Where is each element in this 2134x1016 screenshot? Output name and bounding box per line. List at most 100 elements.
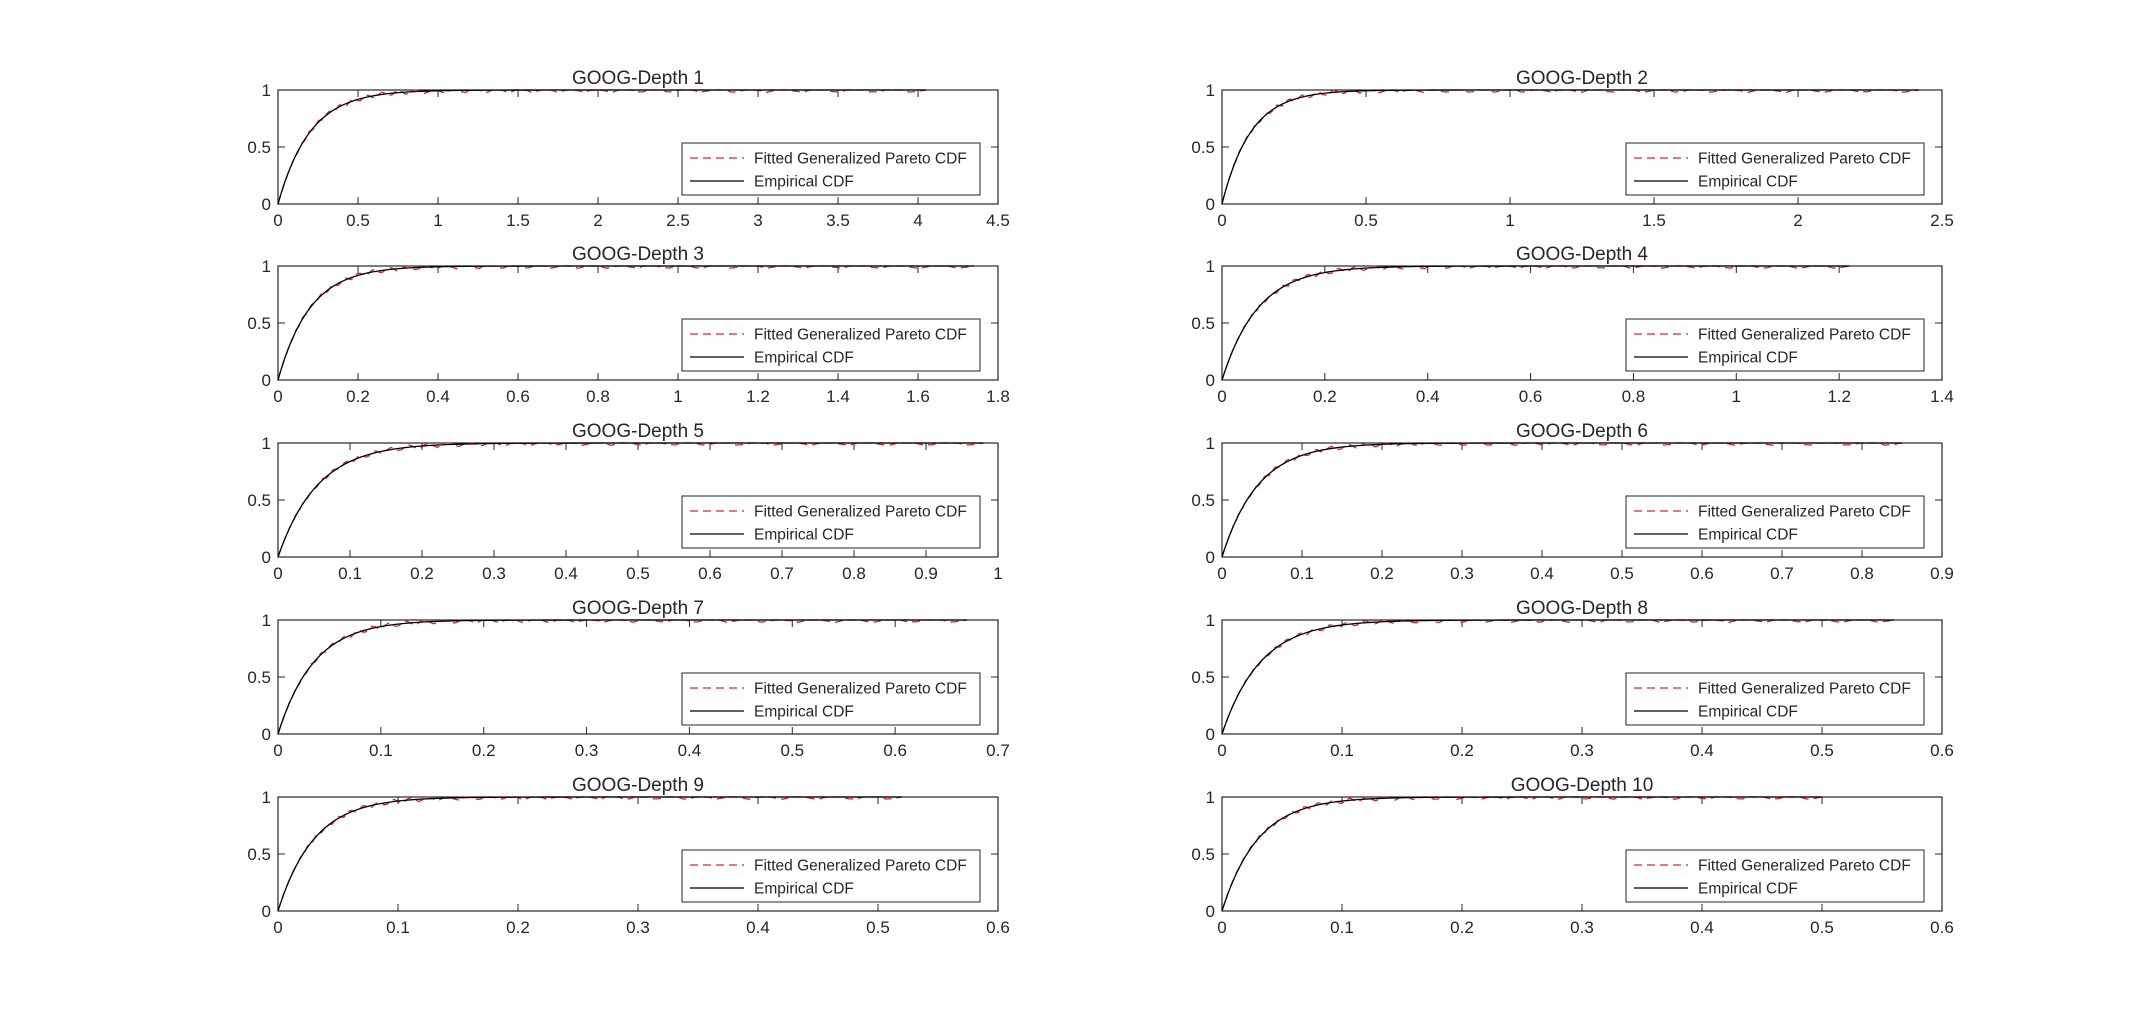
legend-label-fitted: Fitted Generalized Pareto CDF: [1698, 504, 1911, 521]
x-tick-label: 4: [913, 211, 922, 230]
x-tick-label: 0.4: [1530, 564, 1554, 583]
series-empirical-cdf: [277, 89, 926, 205]
x-tick-label: 0.6: [1690, 564, 1714, 583]
y-tick-label: 0.5: [1191, 138, 1215, 157]
subplot-depth-7: GOOG-Depth 7 0 0.1 0.2 0.3 0.4 0.5 0.6 0.7 0 0.5 1 F…: [247, 598, 1009, 760]
x-tick-label: 0.3: [1570, 918, 1594, 937]
y-tick-label: 1: [262, 81, 271, 100]
x-tick-label: 0.5: [346, 211, 370, 230]
x-tick-label: 1.2: [1827, 387, 1851, 406]
y-tick-label: 0.5: [1191, 845, 1215, 864]
x-tick-label: 0.8: [586, 387, 610, 406]
x-tick-label: 0.2: [346, 387, 370, 406]
x-tick-label: 0: [273, 564, 282, 583]
y-tick-label: 0: [262, 548, 271, 567]
y-tick-label: 0.5: [247, 491, 271, 510]
x-tick-label: 0.9: [1930, 564, 1954, 583]
legend-label-fitted: Fitted Generalized Pareto CDF: [754, 327, 967, 344]
series-empirical-cdf: [277, 619, 968, 735]
subplot-title: GOOG-Depth 7: [572, 598, 704, 619]
subplot-title: GOOG-Depth 1: [572, 68, 704, 89]
legend-label-empirical: Empirical CDF: [1698, 704, 1798, 721]
x-tick-label: 0.7: [1770, 564, 1794, 583]
x-tick-label: 1.5: [1642, 211, 1666, 230]
legend: Fitted Generalized Pareto CDF Empirical C…: [1625, 318, 1925, 372]
legend-label-empirical: Empirical CDF: [1698, 174, 1798, 191]
legend-label-empirical: Empirical CDF: [754, 350, 854, 367]
x-tick-label: 2: [593, 211, 602, 230]
y-tick-label: 1: [262, 434, 271, 453]
subplot-title: GOOG-Depth 10: [1511, 775, 1654, 796]
x-tick-label: 0.3: [1450, 564, 1474, 583]
x-tick-label: 0.5: [1810, 741, 1834, 760]
x-tick-label: 0.8: [1850, 564, 1874, 583]
legend-box: [1625, 318, 1925, 372]
x-tick-label: 4.5: [986, 211, 1010, 230]
legend: Fitted Generalized Pareto CDF Empirical C…: [681, 672, 981, 726]
y-tick-label: 0.5: [247, 845, 271, 864]
x-tick-label: 0.4: [1690, 918, 1714, 937]
x-tick-label: 0.2: [472, 741, 496, 760]
subplot-depth-3: GOOG-Depth 3 0 0.2 0.4 0.6 0.8 1 1.2 1.4 1.6 1.8 0 0…: [247, 244, 1009, 406]
legend-label-fitted: Fitted Generalized Pareto CDF: [1698, 858, 1911, 875]
x-tick-label: 0.1: [369, 741, 393, 760]
legend-label-empirical: Empirical CDF: [1698, 527, 1798, 544]
y-tick-label: 1: [1206, 788, 1215, 807]
y-tick-label: 1: [1206, 611, 1215, 630]
y-tick-label: 1: [262, 788, 271, 807]
x-tick-label: 1: [673, 387, 682, 406]
x-tick-label: 0: [1217, 741, 1226, 760]
x-tick-label: 0.5: [1354, 211, 1378, 230]
x-tick-label: 2: [1793, 211, 1802, 230]
legend: Fitted Generalized Pareto CDF Empirical C…: [1625, 142, 1925, 196]
y-tick-label: 0: [262, 371, 271, 390]
x-tick-label: 1.4: [826, 387, 850, 406]
x-tick-label: 1.4: [1930, 387, 1954, 406]
x-tick-label: 0.4: [678, 741, 702, 760]
series-empirical-cdf: [1221, 442, 1902, 558]
subplot-title: GOOG-Depth 2: [1516, 68, 1648, 89]
x-tick-label: 1: [1505, 211, 1514, 230]
x-tick-label: 0.1: [386, 918, 410, 937]
y-tick-label: 0.5: [247, 314, 271, 333]
y-tick-label: 1: [262, 611, 271, 630]
x-tick-label: 0.2: [1370, 564, 1394, 583]
x-tick-label: 0.1: [1290, 564, 1314, 583]
legend-box: [1625, 849, 1925, 903]
subplot-title: GOOG-Depth 9: [572, 775, 704, 796]
series-fitted-generalized-pareto-cdf: [277, 442, 984, 558]
x-tick-label: 0.1: [1330, 741, 1354, 760]
x-tick-label: 0: [1217, 564, 1226, 583]
x-tick-label: 0.6: [506, 387, 530, 406]
y-tick-label: 0: [262, 195, 271, 214]
legend-label-empirical: Empirical CDF: [754, 174, 854, 191]
subplot-depth-8: GOOG-Depth 8 0 0.1 0.2 0.3 0.4 0.5 0.6 0 0.5 1 Fitt…: [1191, 598, 1953, 760]
y-tick-label: 0: [262, 725, 271, 744]
subplot-title: GOOG-Depth 6: [1516, 421, 1648, 442]
y-tick-label: 1: [262, 257, 271, 276]
x-tick-label: 0: [1217, 918, 1226, 937]
series-empirical-cdf: [277, 796, 902, 912]
legend-label-fitted: Fitted Generalized Pareto CDF: [1698, 327, 1911, 344]
x-tick-label: 0.3: [1570, 741, 1594, 760]
legend-label-fitted: Fitted Generalized Pareto CDF: [754, 858, 967, 875]
x-tick-label: 0.3: [575, 741, 599, 760]
legend-box: [1625, 495, 1925, 549]
legend-label-empirical: Empirical CDF: [1698, 881, 1798, 898]
x-tick-label: 0.7: [986, 741, 1010, 760]
y-tick-label: 1: [1206, 257, 1215, 276]
x-tick-label: 0.5: [1810, 918, 1834, 937]
subplot-depth-2: GOOG-Depth 2 0 0.5 1 1.5 2 2.5 0 0.5 1 Fitted Gene…: [1191, 68, 1953, 230]
x-tick-label: 0.5: [866, 918, 890, 937]
x-tick-label: 0.5: [780, 741, 804, 760]
x-tick-label: 0.4: [1416, 387, 1440, 406]
x-tick-label: 1.5: [506, 211, 530, 230]
legend-label-empirical: Empirical CDF: [1698, 350, 1798, 367]
legend-box: [1625, 672, 1925, 726]
x-tick-label: 0: [273, 211, 282, 230]
series-empirical-cdf: [1221, 796, 1822, 912]
x-tick-label: 0.5: [1610, 564, 1634, 583]
x-tick-label: 0.6: [1930, 918, 1954, 937]
x-tick-label: 0.9: [914, 564, 938, 583]
x-tick-label: 0.3: [626, 918, 650, 937]
